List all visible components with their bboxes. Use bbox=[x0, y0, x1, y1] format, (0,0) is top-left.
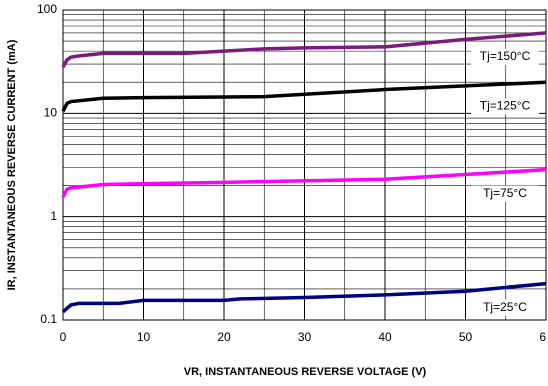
series-label: Tj=150°C bbox=[480, 49, 531, 63]
x-tick-label: 20 bbox=[217, 330, 231, 344]
plot-frame bbox=[62, 9, 547, 321]
y-tick-label: 100 bbox=[37, 2, 57, 16]
x-tick-label: 30 bbox=[298, 330, 312, 344]
series-label-bg bbox=[471, 185, 539, 202]
series-line bbox=[61, 281, 547, 314]
series-label: Tj=25°C bbox=[483, 300, 527, 314]
x-tick-label: 40 bbox=[378, 330, 392, 344]
series-label-bg bbox=[471, 299, 539, 316]
series-label-bg bbox=[471, 48, 539, 65]
x-tick-label: 0 bbox=[60, 330, 67, 344]
series-label-bg bbox=[471, 98, 539, 115]
series-line bbox=[61, 31, 547, 68]
y-tick-label: 10 bbox=[44, 106, 58, 120]
y-tick-label: 1 bbox=[50, 209, 57, 223]
x-tick-label: 10 bbox=[137, 330, 151, 344]
y-tick-label: 0.1 bbox=[40, 312, 57, 326]
series-label: Tj=125°C bbox=[480, 98, 531, 112]
y-axis-title: IR, INSTANTANEOUS REVERSE CURRENT (mA) bbox=[6, 39, 18, 290]
series-line bbox=[61, 80, 547, 112]
x-axis-title: VR, INSTANTANEOUS REVERSE VOLTAGE (V) bbox=[184, 366, 427, 378]
x-tick-label: 50 bbox=[459, 330, 473, 344]
x-tick-label: 6 bbox=[539, 330, 546, 344]
series-label: Tj=75°C bbox=[483, 186, 527, 200]
series-line bbox=[61, 167, 547, 198]
